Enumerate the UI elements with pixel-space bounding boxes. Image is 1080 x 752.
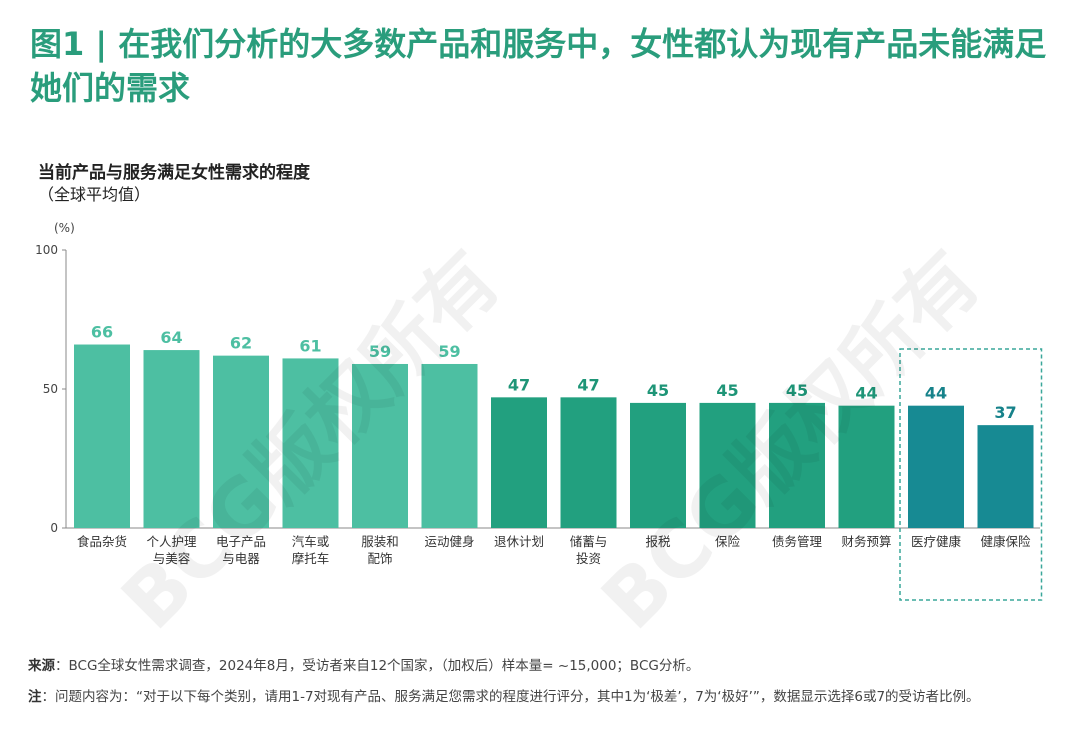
chart-subtitle: （全球平均值） <box>38 185 151 204</box>
footnote: 注：问题内容为：“对于以下每个类别，请用1-7对现有产品、服务满足您需求的程度进… <box>28 688 1058 706</box>
y-tick-label: 100 <box>35 243 58 257</box>
y-tick-label: 50 <box>43 382 58 396</box>
bar-value-label: 61 <box>299 336 321 355</box>
bar <box>74 344 130 528</box>
bar <box>143 350 200 528</box>
category-label: 与电器 <box>222 551 260 566</box>
category-label: 保险 <box>715 534 741 549</box>
bar-value-label: 37 <box>994 403 1016 422</box>
bar <box>838 405 895 528</box>
category-label: 财务预算 <box>841 534 891 549</box>
category-label: 与美容 <box>153 551 191 566</box>
bar-value-label: 44 <box>925 384 947 403</box>
category-label: 健康保险 <box>980 534 1031 549</box>
y-tick-label: 0 <box>50 521 58 535</box>
category-label: 汽车或 <box>292 534 330 549</box>
bar-value-label: 45 <box>647 381 669 400</box>
note-text: ：问题内容为：“对于以下每个类别，请用1-7对现有产品、服务满足您需求的程度进行… <box>41 689 980 705</box>
y-axis-unit: (%) <box>54 221 75 235</box>
category-label: 储蓄与 <box>570 534 608 549</box>
source-text: ：BCG全球女性需求调查，2024年8月，受访者来自12个国家，（加权后）样本量… <box>55 658 700 674</box>
bar-value-label: 59 <box>438 342 460 361</box>
category-label: 运动健身 <box>424 534 474 549</box>
bar-value-label: 47 <box>577 375 599 394</box>
category-label: 个人护理 <box>146 534 197 549</box>
bar <box>491 397 547 528</box>
bar <box>630 402 686 528</box>
bar-value-label: 62 <box>230 334 252 353</box>
bar <box>421 363 478 528</box>
category-label: 债务管理 <box>772 534 823 549</box>
category-label: 退休计划 <box>494 534 544 549</box>
chart-title: 当前产品与服务满足女性需求的程度 <box>38 163 310 183</box>
bar <box>352 363 408 528</box>
category-label: 医疗健康 <box>911 534 962 549</box>
category-label: 配饰 <box>367 551 392 566</box>
bar <box>908 405 964 528</box>
bar-value-label: 64 <box>160 328 182 347</box>
bar-value-label: 59 <box>369 342 391 361</box>
bar-value-label: 44 <box>855 384 877 403</box>
bar <box>282 358 339 528</box>
source-note: 来源：BCG全球女性需求调查，2024年8月，受访者来自12个国家，（加权后）样… <box>28 657 1058 675</box>
bar-value-label: 45 <box>786 381 808 400</box>
bar <box>560 397 617 528</box>
category-label: 服装和 <box>361 534 399 549</box>
bar-value-label: 66 <box>91 323 113 342</box>
category-label: 投资 <box>576 551 601 566</box>
bar <box>977 425 1034 528</box>
source-label: 来源 <box>28 658 55 674</box>
highlight-box <box>899 348 1043 601</box>
bar-value-label: 45 <box>716 381 738 400</box>
bar <box>769 402 825 528</box>
category-label: 摩托车 <box>292 551 330 566</box>
category-label: 报税 <box>645 534 671 549</box>
page-title: 图1 | 在我们分析的大多数产品和服务中，女性都认为现有产品未能满足她们的需求 <box>30 25 1047 107</box>
bar <box>213 355 269 528</box>
note-label: 注 <box>28 689 42 705</box>
bar-value-label: 47 <box>508 375 530 394</box>
bar <box>699 402 756 528</box>
category-label: 食品杂货 <box>77 534 127 549</box>
category-label: 电子产品 <box>216 534 266 549</box>
